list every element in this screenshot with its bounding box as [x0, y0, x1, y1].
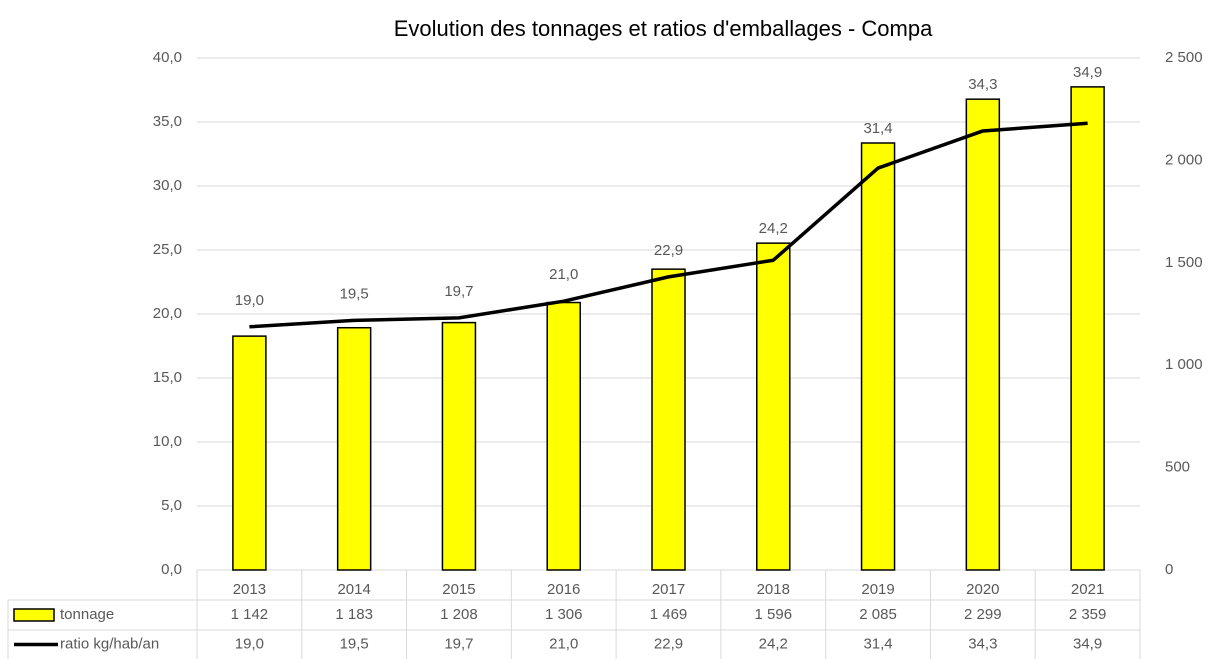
data-label: 19,5 [340, 285, 369, 302]
data-label: 19,0 [235, 292, 264, 309]
x-tick-label: 2014 [337, 581, 370, 598]
y-tick-label: 5,0 [161, 497, 182, 514]
table-cell: 24,2 [759, 635, 788, 652]
table-cell: 21,0 [549, 635, 578, 652]
legend-label: tonnage [60, 606, 114, 623]
table-cell: 1 469 [650, 606, 688, 623]
table-cell: 2 299 [964, 606, 1002, 623]
y2-tick-label: 2 000 [1165, 151, 1203, 168]
y-tick-label: 10,0 [153, 433, 182, 450]
data-label: 31,4 [863, 120, 892, 137]
table-cell: 34,3 [968, 635, 997, 652]
data-label: 19,7 [444, 283, 473, 300]
x-tick-label: 2019 [861, 581, 894, 598]
bar [441, 321, 477, 571]
x-tick-label: 2016 [547, 581, 580, 598]
x-tick-label: 2018 [757, 581, 790, 598]
table-cell: 19,5 [340, 635, 369, 652]
table-cell: 2 359 [1069, 606, 1107, 623]
table-cell: 1 208 [440, 606, 478, 623]
table-cell: 1 142 [231, 606, 269, 623]
bar [232, 335, 267, 571]
x-tick-label: 2017 [652, 581, 685, 598]
bar [336, 326, 372, 571]
table-cell: 22,9 [654, 635, 683, 652]
x-tick-label: 2020 [966, 581, 999, 598]
table-cell: 34,9 [1073, 635, 1102, 652]
x-tick-label: 2015 [442, 581, 475, 598]
data-label: 34,9 [1073, 64, 1102, 81]
y2-tick-label: 2 500 [1165, 49, 1203, 66]
table-cell: 2 085 [859, 606, 897, 623]
y-tick-label: 35,0 [153, 113, 182, 130]
table-cell: 31,4 [863, 635, 892, 652]
data-label: 24,2 [759, 220, 788, 237]
y-tick-label: 30,0 [153, 177, 182, 194]
table-cell: 1 183 [335, 606, 373, 623]
table-cell: 19,0 [235, 635, 264, 652]
data-label: 22,9 [654, 242, 683, 259]
y-tick-label: 40,0 [153, 49, 182, 66]
bar [756, 242, 791, 571]
y2-tick-label: 500 [1165, 459, 1190, 476]
bar [860, 142, 896, 571]
y2-tick-label: 1 500 [1165, 254, 1203, 271]
x-tick-label: 2021 [1071, 581, 1104, 598]
y2-tick-label: 1 000 [1165, 356, 1203, 373]
table-cell: 19,7 [444, 635, 473, 652]
bar [651, 268, 686, 571]
y-tick-label: 15,0 [153, 369, 182, 386]
bar [1070, 86, 1105, 571]
y2-tick-label: 0 [1165, 561, 1173, 578]
table-cell: 1 596 [755, 606, 793, 623]
legend-swatch [13, 608, 55, 622]
x-tick-label: 2013 [233, 581, 266, 598]
line [249, 121, 1088, 329]
y-tick-label: 20,0 [153, 305, 182, 322]
y-tick-label: 25,0 [153, 241, 182, 258]
bar [965, 98, 1001, 571]
bar [546, 301, 581, 571]
table-cell: 1 306 [545, 606, 583, 623]
chart-title: Evolution des tonnages et ratios d'embal… [394, 16, 933, 41]
data-label: 34,3 [968, 76, 997, 93]
legend-label: ratio kg/hab/an [60, 635, 159, 652]
data-label: 21,0 [549, 266, 578, 283]
y-tick-label: 0,0 [161, 561, 182, 578]
